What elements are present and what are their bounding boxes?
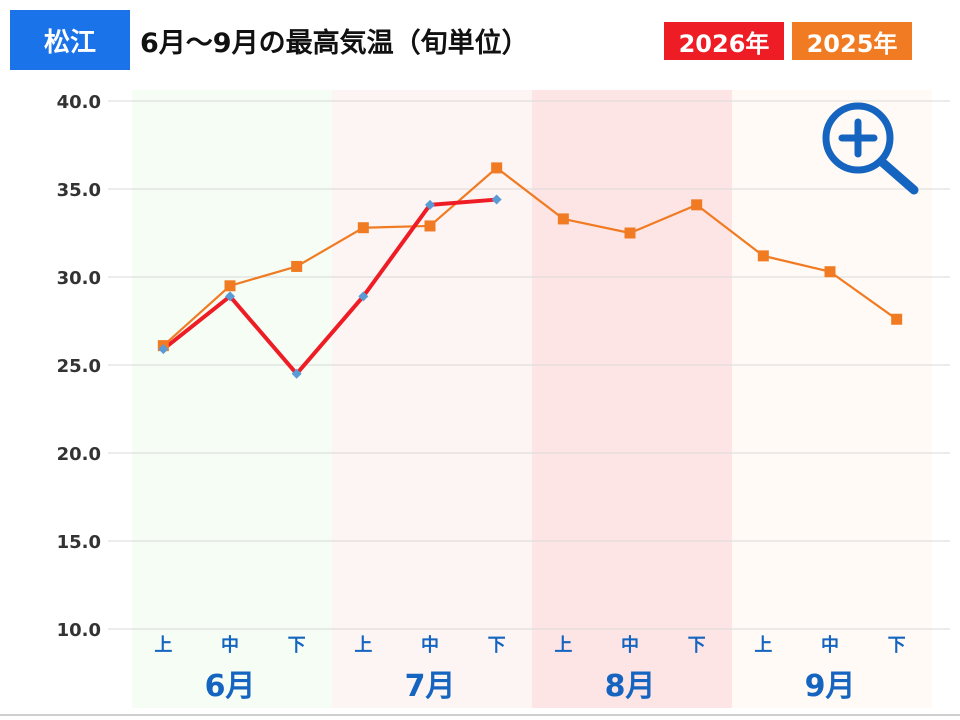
y-tick-label: 35.0 [57, 180, 101, 201]
x-category-label: 中 [621, 634, 639, 656]
month-band-august [532, 90, 732, 708]
bottom-divider [0, 714, 960, 716]
month-label: 8月 [605, 669, 656, 704]
month-band-september [732, 90, 932, 708]
x-category-label: 下 [688, 635, 706, 656]
month-label: 6月 [205, 669, 256, 704]
x-category-label: 中 [421, 634, 439, 656]
legend-2026: 2026年 [664, 22, 784, 60]
marker-2025 [891, 313, 903, 325]
series-line-2026 [161, 197, 499, 376]
month-band-july [332, 90, 532, 708]
month-label: 9月 [805, 669, 856, 704]
marker-2026 [425, 199, 435, 210]
marker-2025 [691, 199, 703, 211]
marker-2026 [158, 344, 169, 355]
y-tick-label: 30.0 [57, 268, 101, 289]
zoom-in-magnifier-icon [822, 102, 919, 195]
marker-2026 [491, 194, 502, 205]
zoom-in-button[interactable] [820, 100, 924, 204]
series-line-2025 [162, 166, 898, 347]
marker-2025 [557, 213, 569, 225]
month-band-june [132, 90, 332, 708]
marker-2025 [624, 227, 636, 239]
x-category-label: 中 [221, 634, 239, 656]
marker-2025 [291, 260, 303, 272]
x-category-label: 下 [888, 635, 906, 656]
marker-2026 [225, 291, 235, 302]
marker-2025 [357, 222, 369, 234]
x-category-label: 上 [154, 635, 172, 656]
marker-2025 [491, 162, 503, 174]
x-category-label: 中 [821, 634, 839, 656]
y-tick-label: 10.0 [57, 620, 101, 641]
x-category-label: 下 [288, 635, 306, 656]
y-tick-label: 25.0 [57, 356, 101, 377]
chart-title: 6月～9月の最高気温（旬単位） [140, 27, 529, 59]
city-badge: 松江 [10, 10, 130, 70]
legend-2025: 2025年 [792, 22, 912, 60]
x-category-label: 下 [488, 635, 506, 656]
marker-2026 [358, 291, 369, 302]
marker-2025 [824, 266, 836, 278]
y-tick-label: 20.0 [57, 444, 101, 465]
x-category-label: 上 [354, 635, 372, 656]
month-label: 7月 [405, 669, 456, 704]
y-tick-label: 15.0 [57, 532, 101, 553]
city-name: 松江 [43, 27, 96, 58]
y-tick-label: 40.0 [57, 92, 101, 113]
marker-2026 [291, 368, 302, 379]
marker-2025 [757, 250, 769, 262]
x-category-label: 上 [554, 635, 572, 656]
marker-2025 [424, 220, 436, 232]
x-category-label: 上 [754, 635, 772, 656]
marker-2025 [224, 280, 236, 292]
